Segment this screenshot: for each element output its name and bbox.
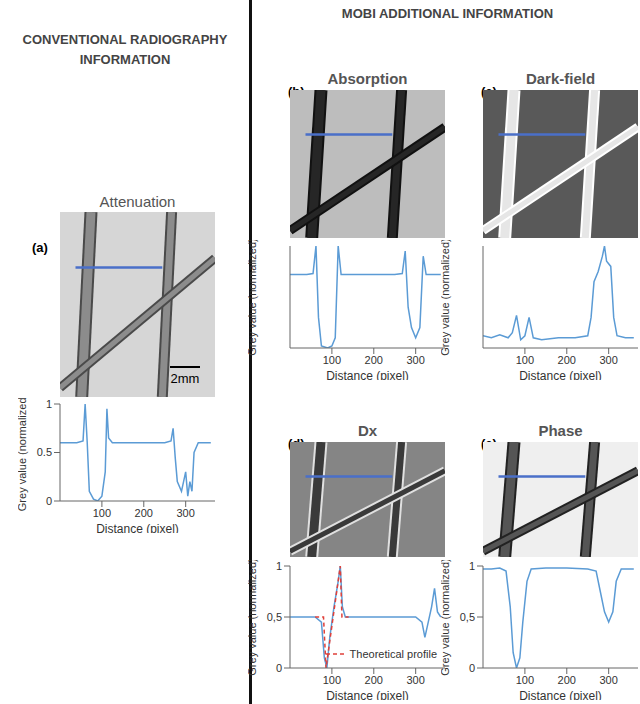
svg-text:100: 100 — [323, 354, 341, 366]
svg-text:300: 300 — [406, 354, 424, 366]
html-text:Attenuation: Attenuation — [99, 193, 176, 210]
html-text:(e): (e) — [481, 436, 497, 451]
svg-text:1: 1 — [46, 398, 52, 410]
svg-text:200: 200 — [558, 674, 576, 686]
svg-text:Grey value (normalized): Grey value (normalized) — [441, 240, 451, 356]
svg-text:Distance (pixel): Distance (pixel) — [96, 522, 179, 533]
html-text:Dark-field: Dark-field — [525, 70, 596, 87]
svg-text:Grey value (normalized): Grey value (normalized) — [248, 240, 258, 356]
svg-text:Distance (pixel): Distance (pixel) — [326, 369, 409, 380]
html-text:Phase: Phase — [538, 422, 583, 439]
svg-text:Distance (pixel): Distance (pixel) — [326, 689, 409, 700]
svg-text:300: 300 — [406, 674, 424, 686]
svg-text:1: 1 — [469, 560, 475, 572]
svg-text:Distance (pixel): Distance (pixel) — [519, 689, 602, 700]
svg-text:2mm: 2mm — [171, 371, 200, 386]
html-text:(b): (b) — [288, 84, 305, 99]
svg-text:100: 100 — [323, 674, 341, 686]
svg-text:300: 300 — [599, 674, 617, 686]
html-text:(c): (c) — [481, 84, 497, 99]
svg-text:300: 300 — [599, 354, 617, 366]
svg-text:0,5: 0,5 — [460, 611, 475, 623]
svg-text:200: 200 — [135, 507, 153, 519]
svg-text:100: 100 — [516, 354, 534, 366]
html-text:(d): (d) — [288, 436, 305, 451]
svg-text:Grey value (normalized): Grey value (normalized) — [248, 560, 258, 676]
svg-text:100: 100 — [516, 674, 534, 686]
svg-text:0: 0 — [46, 495, 52, 507]
svg-text:0: 0 — [469, 662, 475, 674]
svg-text:200: 200 — [365, 674, 383, 686]
svg-text:0: 0 — [276, 662, 282, 674]
html-text:Dx: Dx — [357, 422, 378, 439]
html-text:Theoretical profile: Theoretical profile — [349, 648, 437, 660]
svg-text:200: 200 — [558, 354, 576, 366]
svg-text:300: 300 — [176, 507, 194, 519]
svg-text:Grey value (normalized): Grey value (normalized) — [441, 560, 451, 676]
svg-text:0.5: 0.5 — [37, 446, 52, 458]
svg-text:200: 200 — [365, 354, 383, 366]
svg-text:Distance (pixel): Distance (pixel) — [519, 369, 602, 380]
svg-text:1: 1 — [276, 560, 282, 572]
html-text:CONVENTIONAL RADIOGRAPHY INFOR: CONVENTIONAL RADIOGRAPHY INFORMATION — [22, 32, 228, 67]
html-text:MOBI ADDITIONAL INFORMATION: MOBI ADDITIONAL INFORMATION — [341, 6, 554, 21]
html-text:Absorption: Absorption — [327, 70, 408, 87]
svg-text:100: 100 — [93, 507, 111, 519]
svg-text:0,5: 0,5 — [267, 611, 282, 623]
svg-text:Grey value (normalized): Grey value (normalized) — [18, 398, 28, 511]
html-text:(a): (a) — [32, 240, 48, 255]
